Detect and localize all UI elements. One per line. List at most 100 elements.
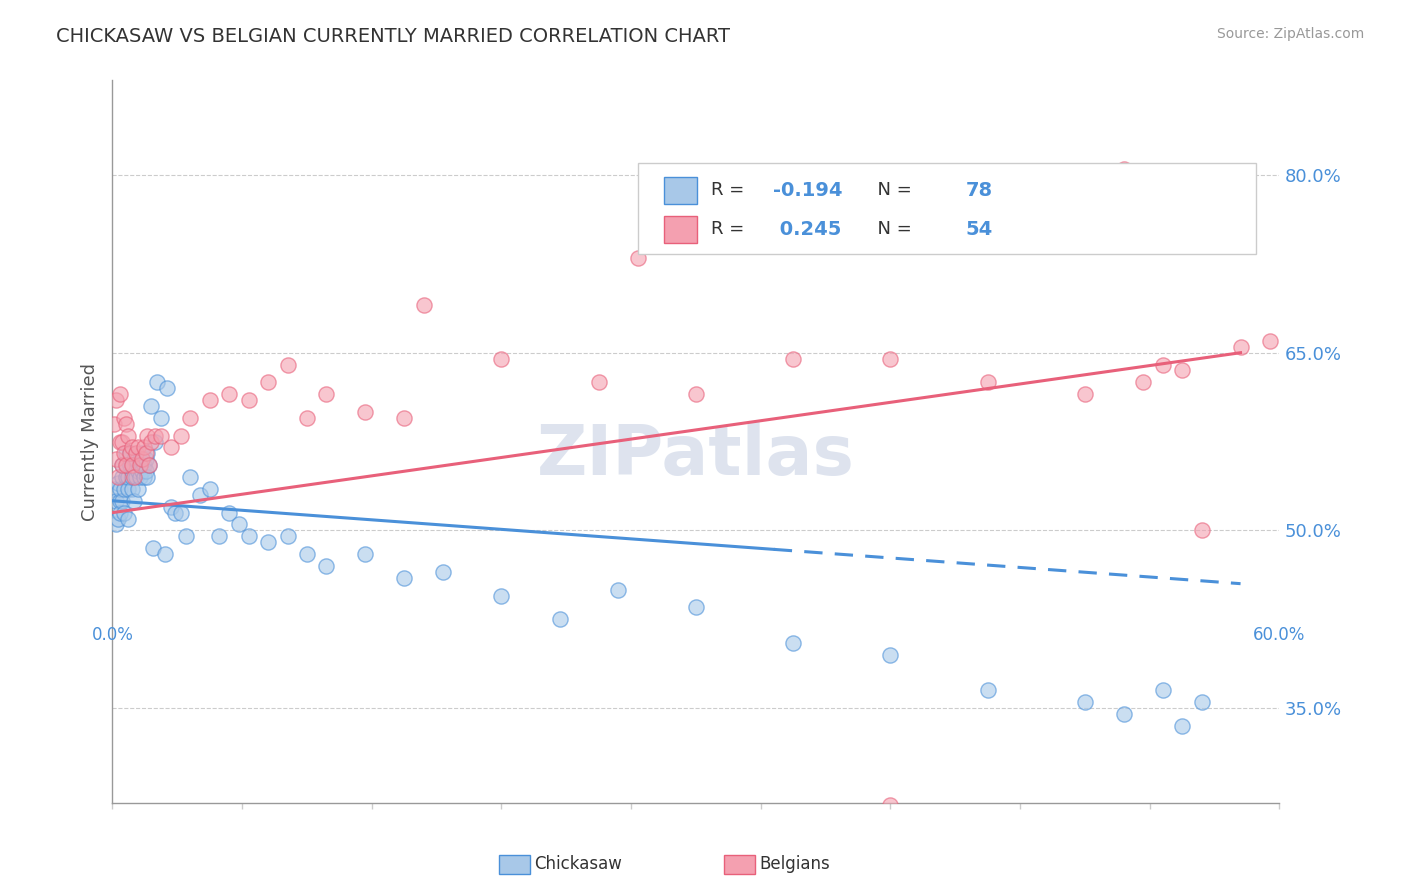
Point [128,470,150,484]
Point [153,547,176,561]
Point [1074,695,1097,709]
Point [118,458,141,473]
Point [131,452,153,467]
Point [112,446,135,460]
Point [110,506,132,520]
Point [121,482,143,496]
Point [176,529,198,543]
Point [141,399,163,413]
Point [782,636,804,650]
Text: R =: R = [711,181,751,199]
Point [135,446,157,460]
Point [315,558,337,573]
Point [491,589,513,603]
Point [107,475,129,490]
Point [976,376,998,390]
Point [627,251,650,265]
Point [238,393,260,408]
Text: 54: 54 [966,219,993,239]
Point [118,446,141,460]
Point [127,482,149,496]
Point [115,470,138,484]
Point [160,500,183,514]
Point [179,470,201,484]
Point [105,393,128,408]
Text: Belgians: Belgians [759,855,830,873]
Point [607,582,630,597]
FancyBboxPatch shape [665,177,697,204]
Point [125,470,148,484]
Point [118,446,141,460]
Point [111,458,134,473]
Point [132,441,155,455]
Point [105,493,128,508]
Point [138,458,160,473]
Point [115,417,138,431]
Point [276,529,298,543]
Point [1191,695,1213,709]
Point [1112,706,1135,721]
FancyBboxPatch shape [665,216,697,243]
Point [117,511,139,525]
Point [138,458,160,473]
Point [141,434,163,449]
Point [588,376,610,390]
Point [1132,376,1154,390]
Point [976,683,998,698]
Point [122,470,145,484]
Point [146,376,169,390]
Point [295,410,318,425]
Point [1112,162,1135,177]
Point [1171,719,1194,733]
Point [315,387,337,401]
Text: 0.0%: 0.0% [91,626,134,644]
Point [1074,387,1097,401]
Point [1229,340,1251,354]
Point [121,458,143,473]
Point [879,798,901,813]
Point [163,506,186,520]
Point [103,482,125,496]
Point [394,410,416,425]
Point [188,488,211,502]
Point [111,458,134,473]
Point [127,441,149,455]
Point [127,464,149,478]
Point [136,470,159,484]
Point [112,506,135,520]
Point [548,612,571,626]
Point [122,452,145,467]
Point [121,458,143,473]
Point [218,506,240,520]
Point [111,470,134,484]
Point [257,376,280,390]
Text: CHICKASAW VS BELGIAN CURRENTLY MARRIED CORRELATION CHART: CHICKASAW VS BELGIAN CURRENTLY MARRIED C… [56,27,730,45]
Point [354,547,377,561]
Point [1191,524,1213,538]
Point [685,387,707,401]
Point [128,452,150,467]
Point [117,428,139,442]
Point [117,470,139,484]
Text: ZIPatlas: ZIPatlas [537,423,855,490]
Point [128,458,150,473]
Point [228,517,250,532]
Point [179,410,201,425]
Point [156,381,179,395]
Point [131,446,153,460]
Point [257,535,280,549]
Point [169,428,191,442]
Text: 78: 78 [966,181,993,200]
Point [1152,358,1174,372]
Point [110,493,132,508]
Point [111,434,134,449]
Point [432,565,454,579]
Text: 60.0%: 60.0% [1253,626,1306,644]
Point [112,410,135,425]
Text: Source: ZipAtlas.com: Source: ZipAtlas.com [1216,27,1364,41]
Point [103,417,125,431]
Point [160,441,183,455]
Point [110,482,132,496]
Point [136,428,159,442]
Text: N =: N = [866,181,918,199]
